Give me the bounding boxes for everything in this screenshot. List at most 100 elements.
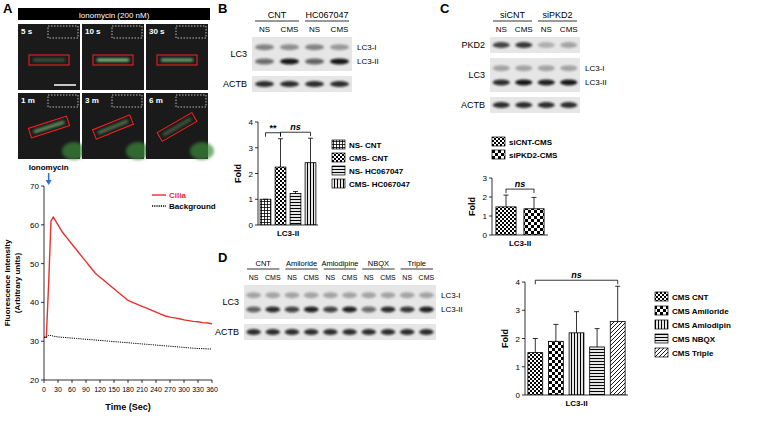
- band: [381, 306, 396, 312]
- y-tick-label: 4: [249, 118, 254, 127]
- band: [305, 44, 324, 50]
- blot-strip: [490, 58, 580, 92]
- y-tick-label: 0: [249, 221, 254, 230]
- significance-label: **: [269, 123, 277, 133]
- figure: ABCDIonomycin (200 nM)5 s10 s30 s1 m3 m6…: [0, 0, 757, 442]
- error-cap: [504, 195, 509, 196]
- blot-strip: [244, 324, 436, 340]
- micrograph-bg: [82, 24, 144, 90]
- treatment-bar: [18, 8, 210, 20]
- row-label: ACTB: [461, 100, 485, 110]
- legend-swatch: [655, 348, 668, 357]
- bars: [496, 195, 544, 235]
- band: [515, 102, 532, 108]
- error-stem: [535, 339, 536, 353]
- error-cap: [574, 311, 579, 312]
- y-tick-label: 2: [249, 170, 254, 179]
- band: [560, 65, 577, 71]
- y-tick-label: 4: [516, 278, 521, 287]
- band: [400, 329, 415, 335]
- cilium: [34, 122, 64, 132]
- lane-label: CMS: [560, 25, 578, 34]
- row-label: LC3: [230, 49, 247, 59]
- cilium-group: [29, 55, 69, 65]
- y-tick-label: 0: [516, 391, 521, 400]
- y-tick-label: 20: [30, 376, 39, 385]
- lane-label: CMS: [265, 274, 281, 281]
- x-tick: [198, 380, 199, 383]
- lane-label: NS: [541, 25, 552, 34]
- x-tick: [212, 380, 213, 383]
- y-tick: [522, 366, 525, 367]
- lane-label: CMS: [342, 274, 358, 281]
- band: [304, 292, 319, 298]
- band-label: LC3-II: [585, 78, 607, 87]
- bar: [496, 207, 516, 235]
- error-cap: [263, 199, 268, 200]
- x-tick: [142, 380, 143, 383]
- group-label: siCNT: [500, 10, 525, 20]
- y-tick: [41, 224, 44, 225]
- y-tick-label: 3: [483, 174, 488, 183]
- legend-label: CMS- HC067047: [349, 180, 410, 189]
- x-axis-label: LC3-II: [509, 239, 531, 248]
- error-cap: [615, 286, 620, 287]
- band: [323, 329, 338, 335]
- band-label: LC3-II: [357, 57, 379, 66]
- legend-swatch: [332, 166, 345, 175]
- cilium: [98, 121, 128, 133]
- x-axis: [492, 235, 548, 236]
- x-tick-label: 90: [82, 386, 90, 393]
- x-tick: [128, 380, 129, 383]
- legend-label: CMS Amiloride: [672, 307, 729, 316]
- y-tick-label: 2: [483, 193, 488, 202]
- y-tick: [41, 186, 44, 187]
- x-tick-label: 360: [206, 386, 218, 393]
- band: [342, 329, 357, 335]
- micrograph: 1 m: [18, 93, 86, 160]
- blot-strip: [490, 37, 580, 53]
- x-tick: [170, 380, 171, 383]
- y-tick-label: 3: [249, 144, 254, 153]
- annotation-arrow: [48, 173, 50, 181]
- cilium: [97, 59, 129, 62]
- roi-box: [157, 55, 197, 65]
- band: [515, 79, 532, 85]
- bar: [305, 163, 316, 225]
- error-bar: [263, 199, 268, 200]
- group-label: Triple: [408, 259, 426, 268]
- error-bar: [293, 192, 298, 194]
- group-label: HC067047: [305, 10, 348, 20]
- lines: [44, 217, 212, 349]
- y-tick: [41, 341, 44, 342]
- background-roi: [48, 26, 78, 38]
- error-stem: [555, 324, 556, 341]
- bar: [528, 353, 543, 395]
- x-axis: [258, 225, 318, 226]
- background-roi: [176, 95, 206, 107]
- band: [323, 306, 338, 312]
- lane-label: CMS: [281, 25, 299, 34]
- y-tick: [41, 263, 44, 264]
- error-cap: [595, 328, 600, 329]
- group-line: [255, 21, 299, 22]
- band: [266, 329, 281, 335]
- blot-strip: [252, 37, 352, 71]
- x-tick-label: 330: [192, 386, 204, 393]
- series-line: [44, 335, 212, 349]
- band: [330, 81, 349, 87]
- x-tick: [114, 380, 115, 383]
- band: [362, 306, 377, 312]
- bars: [260, 138, 316, 225]
- error-cap: [553, 324, 558, 325]
- y-tick: [489, 216, 492, 217]
- x-axis-label: LC3-II: [277, 229, 299, 238]
- cilium-group: [28, 116, 69, 138]
- panel-label: C: [440, 1, 450, 16]
- band: [493, 65, 510, 71]
- y-tick: [255, 199, 258, 200]
- micrograph: 3 m: [82, 93, 150, 160]
- band: [304, 306, 319, 312]
- row-label: ACTB: [215, 327, 239, 337]
- background-roi: [48, 95, 78, 107]
